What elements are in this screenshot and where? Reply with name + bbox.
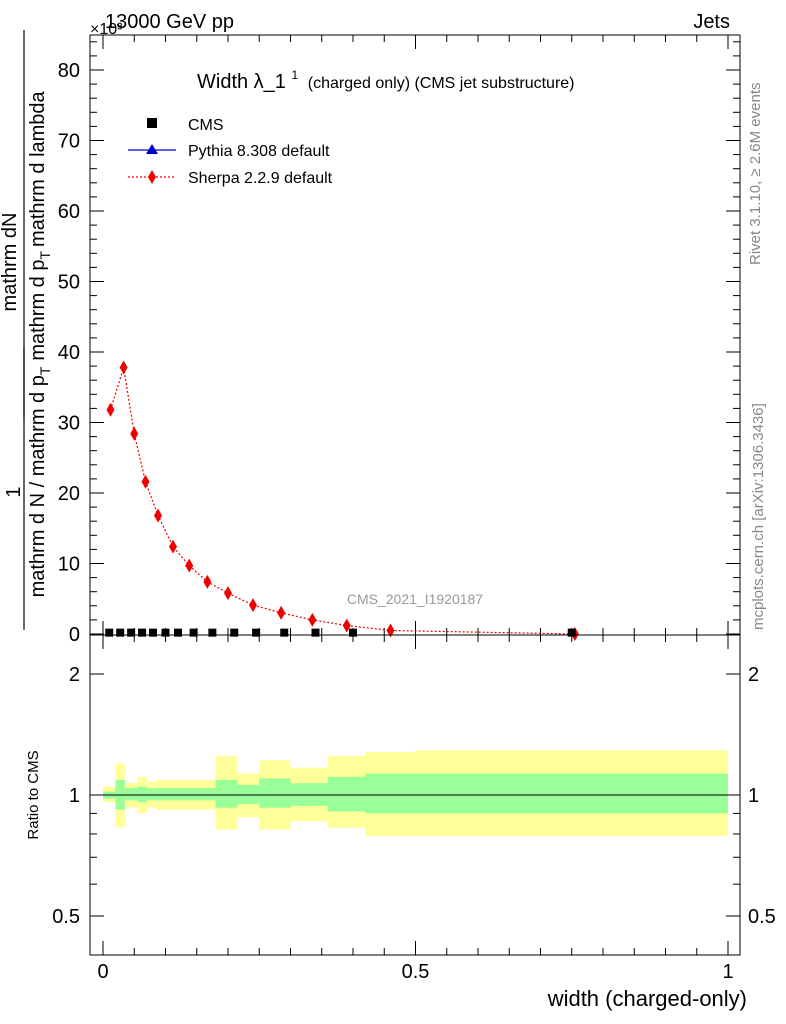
ratio-y-axis: 0.5 0.5 1 1 2 2: [52, 664, 776, 928]
main-y-tick-label: 40: [58, 342, 80, 364]
sherpa-line: [109, 367, 575, 635]
cms-point: [161, 628, 170, 637]
plot-title-sup: 1: [292, 68, 299, 82]
cms-point: [252, 628, 261, 637]
sherpa-point: [154, 508, 162, 523]
sherpa-point: [185, 558, 194, 573]
sherpa-point: [106, 402, 115, 417]
x-axis-label: width (charged-only): [547, 986, 747, 1011]
main-y-axis: 0 10 20 30 40 50 60 70 80: [58, 41, 740, 646]
ratio-bands: [103, 750, 728, 837]
main-y-tick-label: 10: [58, 554, 80, 576]
header-jets: Jets: [693, 11, 730, 33]
cms-point: [116, 628, 125, 637]
ratio-band-inner: [259, 778, 291, 808]
ratio-y-tick-label: 0.5: [52, 906, 80, 928]
sherpa-point: [277, 605, 286, 620]
ratio-band-inner: [290, 783, 328, 806]
legend: CMS Pythia 8.308 default Sherpa 2.2.9 de…: [128, 117, 333, 187]
analysis-watermark: CMS_2021_I1920187: [347, 591, 483, 607]
main-y-tick-label: 0: [69, 624, 80, 646]
main-y-tick-label: 50: [58, 272, 80, 294]
sherpa-point: [119, 360, 128, 375]
ratio-panel: 0.5 0.51 12 2 0 0.5 1 Ratio to CMS width (cha…: [25, 634, 776, 1011]
sherpa-point: [224, 586, 232, 601]
main-y-tick-label: 20: [58, 483, 80, 505]
ratio-x-tick-label: 1: [722, 961, 733, 983]
legend-cms-marker: [147, 118, 157, 128]
sherpa-point: [130, 426, 139, 441]
y-label-top-den-b: mathrm d lambda: [27, 90, 49, 246]
main-y-label: mathrm dN mathrm d pTmathrm d lambda 1 m…: [0, 30, 53, 630]
sherpa-point: [386, 623, 395, 638]
main-panel: 0 10 20 30 40 50 60 70 80 Width λ_1 1 (charged o…: [0, 30, 741, 646]
sherpa-point: [342, 618, 351, 633]
ratio-x-tick-label: 0.5: [402, 961, 430, 983]
cms-series: [105, 628, 576, 637]
plot-title-rest: (charged only) (CMS jet substructure): [308, 75, 575, 92]
cms-point: [127, 628, 136, 637]
y-label-top-den-sub: T: [37, 251, 53, 260]
ratio-band-inner: [156, 788, 216, 801]
sherpa-point: [169, 539, 177, 554]
cms-point: [138, 628, 147, 637]
rivet-label: Rivet 3.1.10, ≥ 2.6M events: [747, 83, 764, 266]
main-y-tick-label: 30: [58, 413, 80, 435]
y-label-bot-den-sub: T: [37, 366, 53, 375]
y-label-top-den: mathrm d pTmathrm d lambda: [27, 90, 53, 360]
sherpa-point: [203, 574, 212, 589]
main-y-tick-label: 60: [58, 201, 80, 223]
cms-point: [349, 628, 357, 637]
plot-title-main: Width λ_1: [197, 71, 286, 93]
cms-point: [230, 628, 239, 637]
ratio-x-tick-label: 0: [97, 961, 108, 983]
ratio-y-tick-label: 2: [69, 664, 80, 686]
ratio-band-inner: [328, 776, 366, 812]
ratio-y-tick-label-right: 1: [748, 785, 759, 807]
plot-title: Width λ_1 1 (charged only) (CMS jet subs…: [197, 62, 575, 93]
ratio-band-inner: [237, 784, 260, 804]
legend-pythia-marker: [146, 144, 158, 154]
header-energy: 13000 GeV pp: [105, 11, 234, 33]
cms-point: [208, 628, 217, 637]
legend-pythia-label: Pythia 8.308 default: [188, 143, 330, 160]
y-label-top-den-a: mathrm d p: [27, 260, 49, 361]
mcplots-label: mcplots.cern.ch [arXiv:1306.3436]: [750, 403, 767, 630]
cms-point: [174, 628, 182, 637]
ratio-y-label: Ratio to CMS: [25, 750, 42, 839]
cms-point: [311, 628, 320, 637]
ratio-band-inner: [215, 779, 238, 808]
y-label-top-num: mathrm dN: [0, 213, 21, 312]
cms-point: [105, 628, 114, 637]
main-y-tick-label: 80: [58, 60, 80, 82]
cms-point: [567, 628, 576, 637]
y-label-bot-one: 1: [3, 486, 25, 497]
sherpa-point: [308, 612, 317, 627]
cms-point: [280, 628, 289, 637]
sherpa-series: [106, 360, 579, 641]
ratio-y-tick-label-right: 2: [748, 664, 759, 686]
ratio-band-inner: [146, 788, 157, 801]
ratio-band-inner: [365, 773, 416, 814]
ratio-y-tick-label: 1: [69, 785, 80, 807]
sherpa-point: [249, 598, 257, 613]
ratio-band-inner: [415, 773, 728, 814]
y-label-bot-den: mathrm d N / mathrm d pT: [27, 366, 53, 597]
ratio-band-inner: [137, 786, 147, 803]
legend-cms-label: CMS: [188, 117, 224, 134]
legend-sherpa-label: Sherpa 2.2.9 default: [188, 170, 333, 187]
cms-point: [189, 628, 198, 637]
legend-sherpa-marker: [148, 170, 156, 184]
y-label-bot-den-a: mathrm d N / mathrm d p: [27, 375, 49, 597]
ratio-y-tick-label-right: 0.5: [748, 906, 776, 928]
ratio-band-inner: [124, 788, 138, 801]
sherpa-point: [141, 474, 150, 489]
header-multiplier: ×10³: [90, 21, 123, 38]
main-y-tick-label: 70: [58, 131, 80, 153]
cms-point: [149, 628, 157, 637]
ratio-x-axis: 0 0.5 1: [97, 635, 734, 983]
